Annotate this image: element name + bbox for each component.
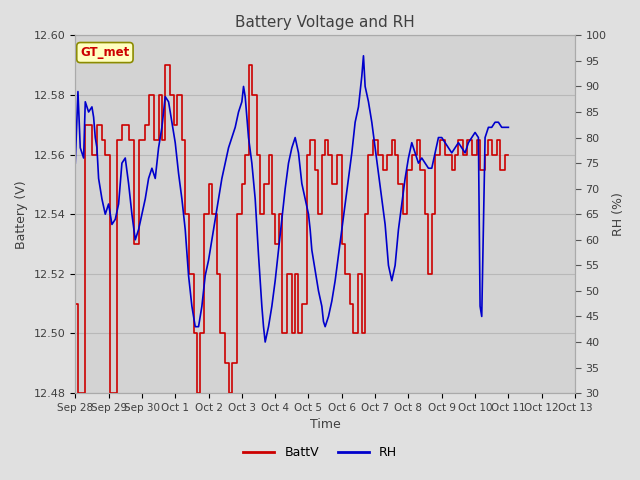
X-axis label: Time: Time <box>310 419 340 432</box>
Text: GT_met: GT_met <box>80 46 129 59</box>
Y-axis label: RH (%): RH (%) <box>612 192 625 236</box>
Title: Battery Voltage and RH: Battery Voltage and RH <box>236 15 415 30</box>
Y-axis label: Battery (V): Battery (V) <box>15 180 28 249</box>
Legend: BattV, RH: BattV, RH <box>238 441 402 464</box>
